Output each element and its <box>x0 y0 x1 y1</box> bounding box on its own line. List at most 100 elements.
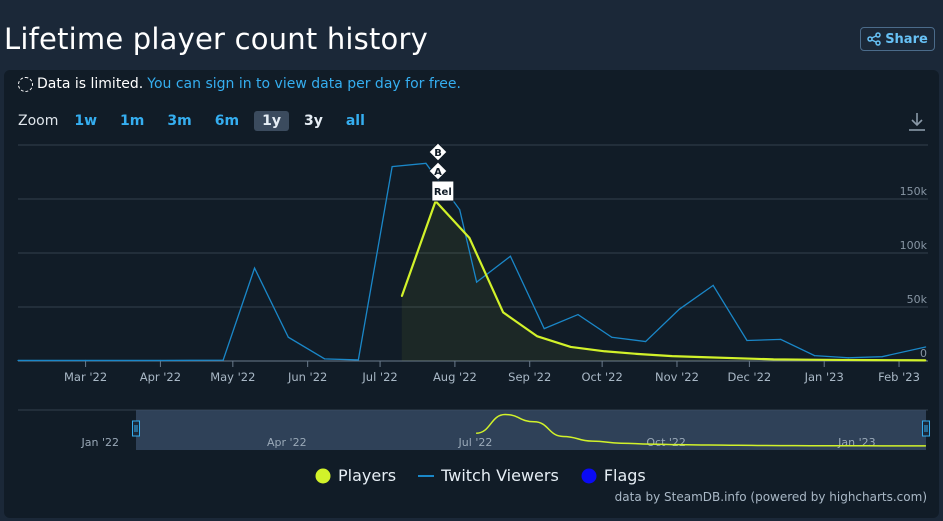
twitch-viewers-point <box>577 313 579 316</box>
x-tick-label: Sep '22 <box>508 370 551 384</box>
twitch-viewers-point <box>509 255 512 257</box>
chart-credits[interactable]: data by SteamDB.info (powered by highcha… <box>614 490 927 504</box>
x-tick-label: Jan '23 <box>804 370 844 384</box>
players-point <box>772 358 775 361</box>
zoom-bar: Zoom 1w 1m 3m 6m 1y 3y all <box>18 111 380 131</box>
players-point <box>806 358 809 361</box>
twitch-viewers-point <box>924 346 927 348</box>
chart-legend: Players Twitch Viewers Flags <box>315 466 646 485</box>
players-point <box>536 335 538 337</box>
flag-label: A <box>434 167 442 178</box>
handle-grip <box>132 420 140 437</box>
x-tick-label: Feb '23 <box>878 370 920 384</box>
players-point <box>907 359 910 362</box>
players-point <box>502 311 504 314</box>
twitch-viewers-point <box>881 356 883 358</box>
twitch-viewers-point <box>323 358 326 360</box>
legend-item-flags[interactable]: Flags <box>581 466 646 485</box>
download-icon[interactable] <box>906 111 928 133</box>
twitch-viewers-point <box>459 209 461 211</box>
twitch-viewers-point <box>253 267 256 269</box>
flags-legend-marker <box>581 468 597 483</box>
twitch-viewers-point <box>17 359 19 362</box>
zoom-1y-button[interactable]: 1y <box>254 111 289 131</box>
navigator-tick-label: Jul '22 <box>458 436 493 449</box>
zoom-1m-button[interactable]: 1m <box>120 113 145 129</box>
navigator-left-handle[interactable] <box>132 420 140 437</box>
y-tick-label: 0 <box>920 347 927 360</box>
players-point <box>924 359 927 362</box>
zoom-3m-button[interactable]: 3m <box>167 113 192 129</box>
twitch-viewers-point <box>611 336 613 338</box>
players-legend-marker <box>315 468 331 483</box>
flag-marker-rel: Rel <box>431 180 455 202</box>
share-icon <box>867 32 881 46</box>
twitch-viewers-point <box>159 359 162 362</box>
legend-label-players: Players <box>338 466 397 485</box>
twitch-viewers-point <box>84 359 87 362</box>
navigator-players-line <box>476 413 926 447</box>
x-tick-label: Oct '22 <box>581 370 622 384</box>
players-point <box>468 237 471 239</box>
handle-grip <box>922 420 930 437</box>
y-tick-label: 100k <box>900 239 928 252</box>
flag-diamond <box>428 142 448 162</box>
data-limited-notice: Data is limited. You can sign in to view… <box>18 76 461 92</box>
twitch-viewers-point <box>712 284 714 286</box>
navigator-tick-label: Jan '23 <box>837 436 875 449</box>
twitch-viewers-point <box>780 338 782 340</box>
flag-label: B <box>434 148 442 159</box>
players-point <box>671 355 673 357</box>
legend-label-flags: Flags <box>603 466 646 485</box>
flag-label: Rel <box>434 187 452 198</box>
x-tick-label: May '22 <box>210 370 255 384</box>
zoom-3y-button[interactable]: 3y <box>303 113 323 129</box>
legend-item-players[interactable]: Players <box>315 466 396 485</box>
zoom-6m-button[interactable]: 6m <box>214 113 240 129</box>
flag-diamond <box>428 161 448 181</box>
navigator-tick-label: Oct '22 <box>646 436 686 449</box>
flag-box <box>431 180 455 202</box>
players-point <box>738 357 741 360</box>
twitch-viewers-point <box>847 357 849 359</box>
twitch-viewers-point <box>813 355 816 357</box>
players-area <box>401 201 926 361</box>
share-label: Share <box>885 31 928 47</box>
navigator-right-handle[interactable] <box>922 420 930 437</box>
twitch-viewers-point <box>425 162 427 164</box>
players-point <box>840 359 842 361</box>
zoom-label: Zoom <box>18 113 59 129</box>
flag-marker-a: A <box>428 161 448 181</box>
y-tick-label: 50k <box>907 293 928 306</box>
twitch-viewers-point <box>746 339 748 342</box>
notice-text: Data is limited. <box>37 76 144 92</box>
twitch-viewers-point <box>391 166 393 168</box>
legend-item-twitch[interactable]: Twitch Viewers <box>418 466 559 485</box>
sign-in-link[interactable]: You can sign in to view data per day for… <box>147 76 461 92</box>
x-tick-label: Mar '22 <box>64 370 107 384</box>
navigator-tick-label: Jan '22 <box>81 436 119 449</box>
zoom-1w-button[interactable]: 1w <box>74 113 98 129</box>
zoom-all-button[interactable]: all <box>345 113 365 129</box>
twitch-viewers-point <box>222 359 224 361</box>
twitch-viewers-point <box>287 336 289 338</box>
twitch-viewers-point <box>543 328 545 330</box>
page-title: Lifetime player count history <box>4 22 428 56</box>
dashed-circle-icon <box>18 76 33 92</box>
x-tick-label: Jun '22 <box>287 370 327 384</box>
twitch-viewers-point <box>678 308 680 310</box>
y-tick-label: 150k <box>900 185 928 198</box>
players-point <box>569 346 572 348</box>
twitch-legend-marker <box>418 474 435 477</box>
players-point <box>705 356 707 359</box>
players-point <box>637 353 640 355</box>
share-button[interactable]: Share <box>860 27 935 51</box>
twitch-viewers-point <box>357 359 359 361</box>
x-tick-label: Aug '22 <box>433 370 477 384</box>
x-tick-label: Dec '22 <box>728 370 772 384</box>
x-tick-label: Apr '22 <box>140 370 181 384</box>
legend-label-twitch: Twitch Viewers <box>441 466 559 485</box>
twitch-viewers-point <box>476 281 478 283</box>
players-point <box>874 359 876 361</box>
